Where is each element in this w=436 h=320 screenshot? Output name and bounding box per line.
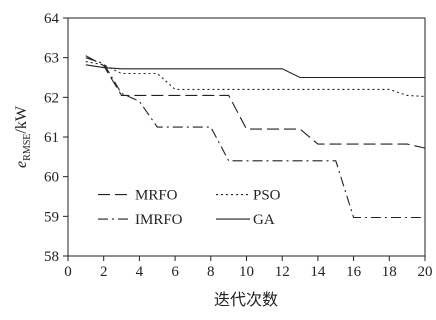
y-axis-title: eRMSE/kW <box>13 105 33 168</box>
series-line-mrfo <box>85 55 426 149</box>
legend-label-pso: PSO <box>253 188 281 204</box>
x-tick-label: 8 <box>207 264 215 280</box>
legend: MRFO PSO IMRFO GA <box>98 188 281 228</box>
x-tick-label: 10 <box>239 264 254 280</box>
y-axis-title-var: e <box>13 161 30 168</box>
x-tick-label: 20 <box>418 264 433 280</box>
y-tick-label: 58 <box>44 249 59 265</box>
y-axis-title-sub: RMSE <box>22 134 33 161</box>
x-tick-label: 2 <box>100 264 108 280</box>
x-tick-label: 6 <box>171 264 179 280</box>
y-tick-label: 60 <box>44 170 59 186</box>
y-tick-label: 62 <box>44 90 59 106</box>
legend-label-imrfo: IMRFO <box>135 212 183 228</box>
y-tick-label: 59 <box>44 209 59 225</box>
legend-label-ga: GA <box>253 212 275 228</box>
y-tick-label: 64 <box>44 11 60 27</box>
series-lines <box>85 55 426 219</box>
series-line-ga <box>85 64 425 79</box>
series-line-pso <box>85 61 426 98</box>
x-tick-label: 14 <box>310 264 326 280</box>
y-tick-label: 61 <box>44 130 59 146</box>
x-tick-label: 4 <box>136 264 144 280</box>
x-tick-label: 12 <box>275 264 290 280</box>
y-axis-title-unit: /kW <box>13 105 30 133</box>
x-tick-label: 16 <box>346 264 362 280</box>
legend-label-mrfo: MRFO <box>135 188 178 204</box>
plot-frame <box>67 17 426 257</box>
y-axis: 58 59 60 61 62 63 64 <box>44 11 68 265</box>
x-tick-label: 18 <box>382 264 397 280</box>
x-axis: 0 2 4 6 8 10 12 14 16 18 20 <box>64 256 433 280</box>
x-axis-title: 迭代次数 <box>214 290 278 309</box>
series-line-imrfo <box>85 57 425 219</box>
x-tick-label: 0 <box>64 264 72 280</box>
y-tick-label: 63 <box>44 51 59 67</box>
